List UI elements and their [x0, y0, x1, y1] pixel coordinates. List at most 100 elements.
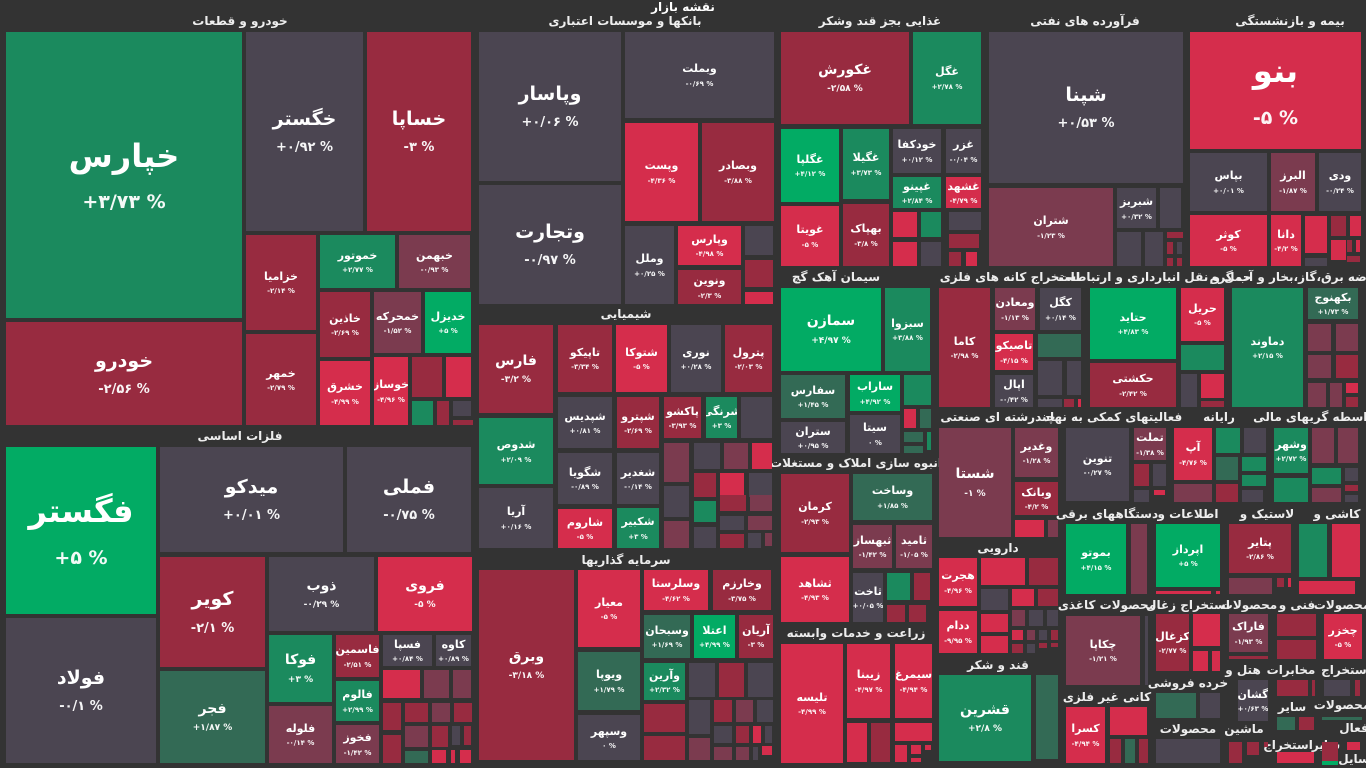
stock-tile[interactable]: [1012, 610, 1025, 626]
stock-tile[interactable]: [724, 443, 748, 469]
stock-tile[interactable]: [1347, 256, 1360, 262]
stock-tile[interactable]: ثامید -۱/۰۵ %: [896, 525, 932, 568]
stock-tile[interactable]: [736, 700, 753, 722]
stock-tile[interactable]: حکشتی -۲/۴۲ %: [1090, 363, 1176, 407]
stock-tile[interactable]: [1242, 490, 1263, 502]
stock-tile[interactable]: خوساز -۴/۹۶ %: [374, 357, 408, 425]
stock-tile[interactable]: چکاپا -۱/۲۱ %: [1066, 616, 1140, 685]
stock-tile[interactable]: وسپهر ۰ %: [578, 715, 640, 760]
stock-tile[interactable]: [1160, 188, 1181, 228]
stock-tile[interactable]: [720, 534, 744, 548]
stock-tile[interactable]: [1038, 589, 1058, 606]
stock-tile[interactable]: [1347, 240, 1352, 252]
stock-tile[interactable]: [1312, 428, 1334, 463]
stock-tile[interactable]: [714, 747, 732, 760]
stock-tile[interactable]: [383, 703, 401, 730]
stock-tile[interactable]: فالوم +۲/۹۹ %: [336, 681, 379, 721]
stock-tile[interactable]: فاراک -۱/۹۳ %: [1229, 614, 1268, 652]
stock-tile[interactable]: [453, 670, 471, 698]
stock-tile[interactable]: وپارس -۴/۹۸ %: [678, 226, 741, 265]
stock-tile[interactable]: [1216, 457, 1238, 480]
stock-tile[interactable]: اپال -۰/۴۲ %: [995, 375, 1033, 407]
stock-tile[interactable]: [694, 443, 720, 469]
stock-tile[interactable]: وپاسار +۰/۰۶ %: [479, 32, 621, 181]
stock-tile[interactable]: [719, 663, 744, 697]
stock-tile[interactable]: وسبحان +۱/۶۹ %: [644, 615, 690, 658]
stock-tile[interactable]: [893, 242, 917, 266]
stock-tile[interactable]: [1145, 232, 1163, 266]
stock-tile[interactable]: [1177, 242, 1182, 254]
stock-tile[interactable]: [1029, 558, 1058, 585]
stock-tile[interactable]: نوری +۰/۲۸ %: [671, 325, 721, 392]
stock-tile[interactable]: [949, 212, 981, 230]
stock-tile[interactable]: [405, 726, 428, 747]
stock-tile[interactable]: آریا +۰/۱۶ %: [479, 488, 553, 548]
stock-tile[interactable]: [1029, 610, 1043, 626]
stock-tile[interactable]: [1064, 399, 1074, 407]
stock-tile[interactable]: [895, 723, 932, 741]
stock-tile[interactable]: [1299, 524, 1327, 577]
stock-tile[interactable]: ثشاهد -۴/۹۳ %: [781, 557, 849, 622]
stock-tile[interactable]: [1305, 216, 1327, 253]
stock-tile[interactable]: [1145, 616, 1148, 685]
stock-tile[interactable]: فگستر +۵ %: [6, 447, 156, 614]
stock-tile[interactable]: فلوله -۰/۱۴ %: [269, 706, 332, 763]
stock-tile[interactable]: [750, 495, 772, 511]
stock-tile[interactable]: فارس -۳/۲ %: [479, 325, 553, 413]
stock-tile[interactable]: بموتو +۴/۱۵ %: [1066, 524, 1126, 594]
stock-tile[interactable]: وبرق -۳/۱۸ %: [479, 570, 574, 760]
stock-tile[interactable]: شپنا +۰/۵۳ %: [989, 32, 1183, 183]
stock-tile[interactable]: خگستر +۰/۹۲ %: [246, 32, 363, 231]
stock-tile[interactable]: [1299, 717, 1314, 730]
stock-tile[interactable]: سیتا ۰ %: [850, 415, 900, 453]
stock-tile[interactable]: [1308, 355, 1331, 378]
stock-tile[interactable]: [446, 357, 471, 397]
stock-tile[interactable]: [757, 700, 773, 722]
stock-tile[interactable]: قشرین +۲/۸ %: [939, 675, 1031, 761]
stock-tile[interactable]: شبریز +۰/۳۲ %: [1117, 188, 1156, 228]
stock-tile[interactable]: [904, 446, 923, 453]
stock-tile[interactable]: [1015, 520, 1044, 537]
stock-tile[interactable]: [949, 234, 979, 248]
stock-tile[interactable]: [1117, 232, 1141, 266]
stock-tile[interactable]: کاوه +۰/۸۹ %: [436, 635, 471, 666]
stock-tile[interactable]: [383, 735, 401, 763]
stock-tile[interactable]: [1047, 610, 1058, 626]
stock-tile[interactable]: [927, 432, 931, 450]
stock-tile[interactable]: کسرا -۴/۹۴ %: [1066, 707, 1105, 763]
stock-tile[interactable]: [644, 704, 685, 732]
stock-tile[interactable]: [1324, 680, 1350, 696]
stock-tile[interactable]: پترول -۲/۰۳ %: [725, 325, 772, 392]
stock-tile[interactable]: [1277, 717, 1295, 730]
stock-tile[interactable]: [694, 527, 716, 548]
stock-tile[interactable]: [904, 432, 923, 442]
stock-tile[interactable]: [736, 747, 749, 760]
stock-tile[interactable]: شتوکا -۵ %: [616, 325, 667, 392]
stock-tile[interactable]: [644, 736, 685, 760]
stock-tile[interactable]: شغدیر -۰/۱۴ %: [617, 453, 659, 504]
stock-tile[interactable]: [689, 663, 715, 697]
stock-tile[interactable]: [1288, 578, 1291, 587]
stock-tile[interactable]: [1346, 397, 1358, 407]
stock-tile[interactable]: [432, 750, 446, 763]
stock-tile[interactable]: [1051, 630, 1058, 640]
stock-tile[interactable]: [1347, 742, 1360, 750]
stock-tile[interactable]: پاکشو -۳/۹۳ %: [664, 397, 701, 438]
stock-tile[interactable]: [1039, 643, 1047, 648]
stock-tile[interactable]: [1356, 240, 1360, 252]
stock-tile[interactable]: [664, 521, 689, 548]
stock-tile[interactable]: خساپا -۳ %: [367, 32, 471, 231]
stock-tile[interactable]: [1350, 216, 1361, 236]
stock-tile[interactable]: ثاخت +۰/۰۵ %: [853, 573, 883, 622]
stock-tile[interactable]: [736, 726, 749, 743]
stock-tile[interactable]: [981, 589, 1008, 610]
stock-tile[interactable]: شاروم -۵ %: [558, 509, 612, 548]
stock-tile[interactable]: [1181, 374, 1197, 407]
stock-tile[interactable]: [460, 750, 471, 763]
stock-tile[interactable]: [1027, 630, 1035, 640]
stock-tile[interactable]: [1012, 644, 1023, 653]
stock-tile[interactable]: [1308, 324, 1331, 351]
stock-tile[interactable]: [1051, 643, 1058, 647]
stock-tile[interactable]: [748, 533, 761, 548]
stock-tile[interactable]: [981, 636, 1008, 653]
